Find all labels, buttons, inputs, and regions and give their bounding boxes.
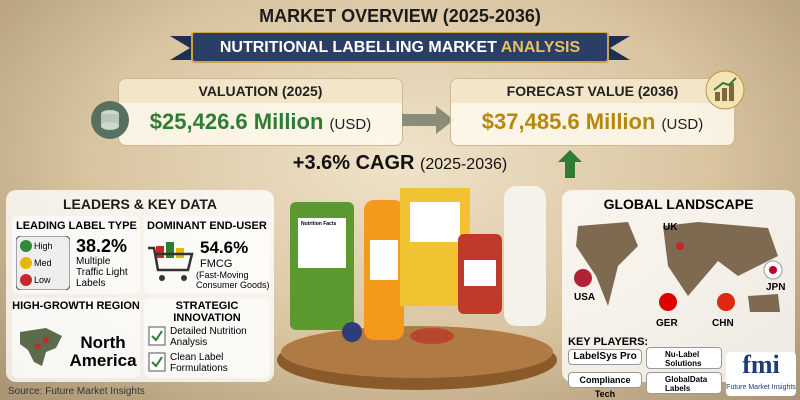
valuation-value: $25,426.6 Million (USD) (119, 109, 402, 135)
valuation-label: VALUATION (2025) (119, 79, 402, 103)
label-type-desc: Multiple Traffic Light Labels (76, 256, 128, 289)
world-map (576, 222, 780, 312)
main-title: MARKET OVERVIEW (2025-2036) (259, 6, 541, 26)
label-type-title: LEADING LABEL TYPE (16, 220, 137, 232)
cagr-period: (2025-2036) (420, 156, 508, 173)
valuation-amount: $25,426.6 Million (149, 109, 324, 134)
player: LabelSys Pro (568, 349, 642, 365)
banner-main: NUTRITIONAL LABELLING MARKET (219, 39, 497, 56)
valuation-card: VALUATION (2025) $25,426.6 Million (USD) (118, 78, 403, 146)
banner-text: NUTRITIONAL LABELLING MARKET ANALYSIS (170, 39, 630, 57)
forecast-amount: $37,485.6 Million (481, 109, 656, 134)
key-players-title: KEY PLAYERS: (568, 336, 649, 348)
coin-icon (91, 101, 129, 139)
country-label: CHN (712, 318, 734, 329)
logo-caption: Future Market Insights (726, 384, 796, 391)
traffic-light (16, 236, 70, 290)
nutrition-label: Nutrition Facts (301, 221, 337, 227)
level-low: Low (34, 275, 51, 285)
region-title: HIGH-GROWTH REGION (12, 300, 140, 312)
checklist-icons (148, 326, 166, 372)
country-flags (574, 242, 783, 311)
innovation-item: Clean Label Formulations (170, 352, 228, 374)
player: Nu-Label Solutions (646, 347, 722, 369)
level-high: High (34, 241, 53, 251)
logo-box (726, 352, 796, 396)
north-america-map (20, 328, 62, 366)
country-label: GER (656, 318, 678, 329)
landscape-title: GLOBAL LANDSCAPE (603, 196, 754, 212)
cagr-value: +3.6% CAGR (292, 152, 415, 174)
country-label: USA (574, 292, 596, 303)
end-user-name: FMCG (200, 258, 233, 270)
end-user-value: 54.6% (200, 238, 249, 257)
growth-arrow (402, 106, 454, 134)
forecast-unit: (USD) (661, 116, 704, 133)
player: GlobalData Labels (646, 372, 722, 394)
country-label: UK (663, 222, 678, 233)
forecast-label: FORECAST VALUE (2036) (451, 79, 734, 103)
country-label: JPN (766, 282, 786, 293)
cagr: +3.6% CAGR (2025-2036) (240, 152, 560, 175)
cart-icon (148, 242, 194, 281)
source: Source: Future Market Insights (8, 386, 145, 397)
banner-accent: ANALYSIS (500, 39, 581, 56)
level-med: Med (34, 258, 52, 268)
region-value: North America (69, 333, 137, 370)
forecast-value: $37,485.6 Million (USD) (451, 109, 734, 135)
banner-ribbon (170, 32, 630, 63)
end-user-note: (Fast-Moving Consumer Goods) (196, 270, 270, 290)
player: Compliance Tech (568, 372, 642, 399)
cagr-up-arrow (558, 150, 582, 178)
label-type-value: 38.2% (76, 236, 128, 256)
leaders-title: LEADERS & KEY DATA (62, 196, 217, 212)
innovation-item: Detailed Nutrition Analysis (170, 326, 247, 348)
forecast-card: FORECAST VALUE (2036) $37,485.6 Million … (450, 78, 735, 146)
valuation-unit: (USD) (329, 116, 372, 133)
innovation-title: STRATEGIC INNOVATION (173, 300, 241, 324)
chart-icon (705, 70, 745, 110)
end-user-title: DOMINANT END-USER (147, 220, 267, 232)
products-illustration (277, 186, 557, 390)
logo: fmi (742, 350, 780, 379)
